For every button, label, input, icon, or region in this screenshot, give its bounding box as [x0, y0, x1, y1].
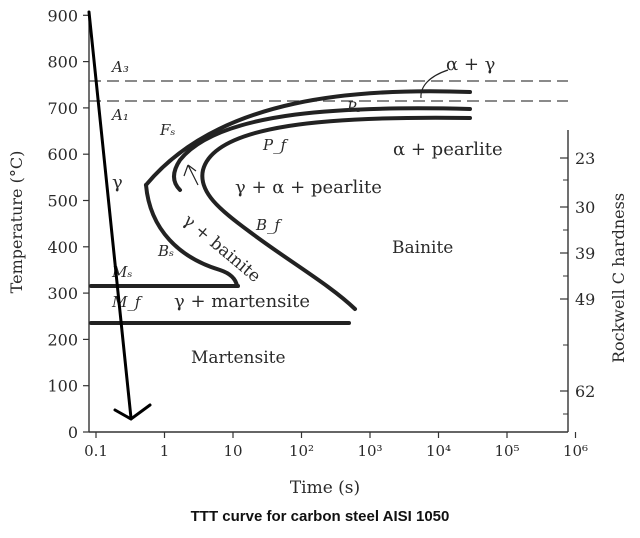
y-tick-label: 400 — [47, 238, 78, 257]
x-tick-label: 10⁵ — [494, 442, 519, 460]
mf-label: M_f — [111, 293, 143, 311]
y-tick-label: 600 — [47, 145, 78, 164]
pearlite-finish-curve — [200, 115, 472, 311]
alpha-gamma-label: α + γ — [446, 54, 495, 75]
y-tick-label: 500 — [47, 192, 78, 211]
bf-label: B_f — [255, 216, 283, 234]
x-ticks: 0.1 1 10 10² 10³ 10⁴ 10⁵ 10⁶ — [84, 432, 588, 460]
bainite-start-curve — [144, 183, 239, 288]
bs-label: Bₛ — [157, 242, 174, 260]
x-tick-label: 0.1 — [84, 442, 108, 460]
x-tick-label: 10³ — [357, 442, 382, 460]
hardness-tick-label: 30 — [575, 198, 595, 217]
gamma-martensite-label: γ + martensite — [174, 291, 310, 312]
fs-label: Fₛ — [159, 121, 175, 139]
pointer-arrow — [183, 164, 199, 186]
y-tick-label: 900 — [47, 6, 78, 25]
hardness-tick-label: 49 — [575, 290, 595, 309]
figure-caption: TTT curve for carbon steel AISI 1050 — [190, 508, 450, 525]
ps-label: Pₛ — [346, 100, 361, 116]
y-tick-label: 700 — [47, 99, 78, 118]
a3-label: A₃ — [110, 58, 129, 76]
y-axis-title: Temperature (°C) — [7, 151, 26, 294]
ferrite-start-curve — [144, 89, 472, 187]
y-tick-label: 800 — [47, 53, 78, 72]
gamma-alpha-pearlite-label: γ + α + pearlite — [235, 177, 382, 198]
martensite-label: Martensite — [191, 348, 286, 368]
pearlite-start-curve — [172, 106, 472, 192]
alpha-gamma-leader — [420, 69, 449, 99]
x-tick-label: 10 — [223, 442, 242, 460]
gamma-label: γ — [112, 172, 123, 193]
hardness-tick-label: 62 — [575, 382, 595, 401]
alpha-pearlite-label: α + pearlite — [393, 139, 503, 160]
cooling-path-arrow — [87, 10, 152, 421]
cooling-arrow-head — [113, 403, 152, 421]
ttt-curves — [89, 89, 472, 325]
hardness-tick-label: 23 — [575, 149, 595, 168]
x-tick-label: 10⁴ — [426, 442, 451, 460]
gamma-bainite-label: γ + bainite — [179, 211, 265, 287]
cooling-arrow-shaft — [87, 10, 133, 420]
hardness-axis-title: Rockwell C hardness — [609, 193, 628, 363]
pf-label: P_f — [262, 136, 289, 154]
bainite-label: Bainite — [392, 238, 453, 258]
y-tick-label: 200 — [47, 330, 78, 349]
y-ticks: 0 100 200 300 400 500 600 700 800 900 — [47, 6, 89, 442]
x-tick-label: 1 — [160, 442, 170, 460]
hardness-tick-label: 39 — [575, 244, 595, 263]
y-tick-label: 100 — [47, 377, 78, 396]
a1-label: A₁ — [110, 106, 129, 124]
x-tick-label: 10⁶ — [563, 442, 588, 460]
x-tick-label: 10² — [289, 442, 314, 460]
x-axis-title: Time (s) — [290, 478, 360, 498]
y-tick-label: 300 — [47, 284, 78, 303]
hardness-ticks: 23 30 39 49 62 — [560, 149, 595, 415]
y-tick-label: 0 — [68, 423, 78, 442]
axes — [88, 12, 569, 433]
